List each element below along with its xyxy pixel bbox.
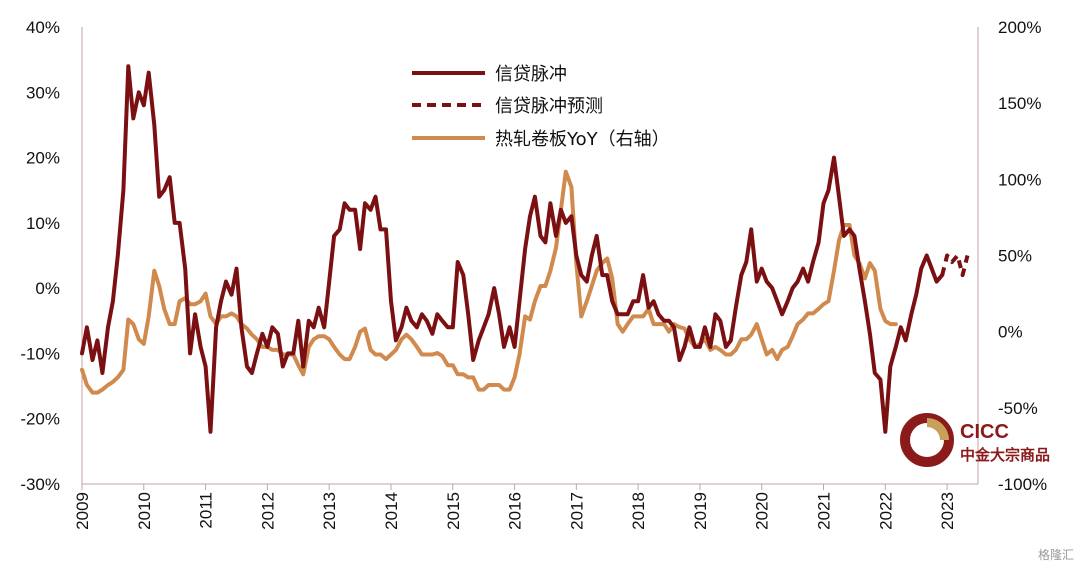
left-tick-label: -30%: [20, 475, 60, 494]
left-tick-label: -20%: [20, 410, 60, 429]
x-tick-label: 2020: [753, 492, 772, 530]
left-tick-label: 30%: [26, 83, 60, 102]
left-y-axis: -30% -20% -10% 0% 10% 20% 30% 40%: [20, 18, 83, 494]
x-tick-label: 2012: [258, 492, 277, 530]
series-layer: [80, 64, 970, 434]
x-tick-label: 2016: [506, 492, 525, 530]
left-tick-label: -10%: [20, 344, 60, 363]
x-tick-label: 2023: [938, 492, 957, 530]
x-tick-label: 2011: [197, 492, 216, 529]
x-axis: 2009 2010 2011 2012 2013 2014 2015 2016 2017 2018…: [73, 483, 978, 530]
right-tick-label: 100%: [998, 170, 1041, 189]
series-line-1: [940, 253, 970, 278]
x-tick-label: 2010: [135, 492, 154, 530]
legend: 信贷脉冲 信贷脉冲预测 热轧卷板YoY（右轴）: [412, 64, 670, 150]
right-tick-label: 150%: [998, 94, 1041, 113]
x-tick-label: 2015: [444, 492, 463, 530]
left-tick-label: 10%: [26, 214, 60, 233]
left-tick-label: 0%: [35, 279, 60, 298]
cicc-logo: CICC 中金大宗商品: [900, 413, 1050, 467]
x-tick-label: 2009: [73, 492, 92, 530]
right-tick-label: 50%: [998, 247, 1032, 266]
legend-label-hrc-yoy: 热轧卷板YoY（右轴）: [495, 129, 670, 150]
right-tick-label: 0%: [998, 323, 1023, 342]
x-tick-label: 2017: [567, 492, 586, 530]
x-tick-label: 2018: [629, 492, 648, 530]
watermark: 格隆汇: [1037, 548, 1074, 562]
x-tick-label: 2013: [320, 492, 339, 530]
left-tick-label: 20%: [26, 149, 60, 168]
right-tick-label: -50%: [998, 399, 1038, 418]
cicc-logo-accent-icon: [927, 418, 949, 440]
legend-label-credit-impulse-forecast: 信贷脉冲预测: [495, 96, 603, 117]
brand-subtitle: 中金大宗商品: [960, 446, 1050, 464]
x-tick-label: 2019: [691, 492, 710, 530]
right-y-axis: -100% -50% 0% 50% 100% 150% 200%: [977, 18, 1047, 494]
x-tick-label: 2021: [815, 492, 834, 530]
x-tick-label: 2014: [382, 492, 401, 530]
brand-name: CICC: [960, 421, 1009, 443]
legend-label-credit-impulse: 信贷脉冲: [495, 64, 567, 85]
right-tick-label: 200%: [998, 18, 1041, 37]
left-tick-label: 40%: [26, 18, 60, 37]
series-line-0: [80, 64, 945, 434]
right-tick-label: -100%: [998, 475, 1047, 494]
x-tick-label: 2022: [876, 492, 895, 530]
